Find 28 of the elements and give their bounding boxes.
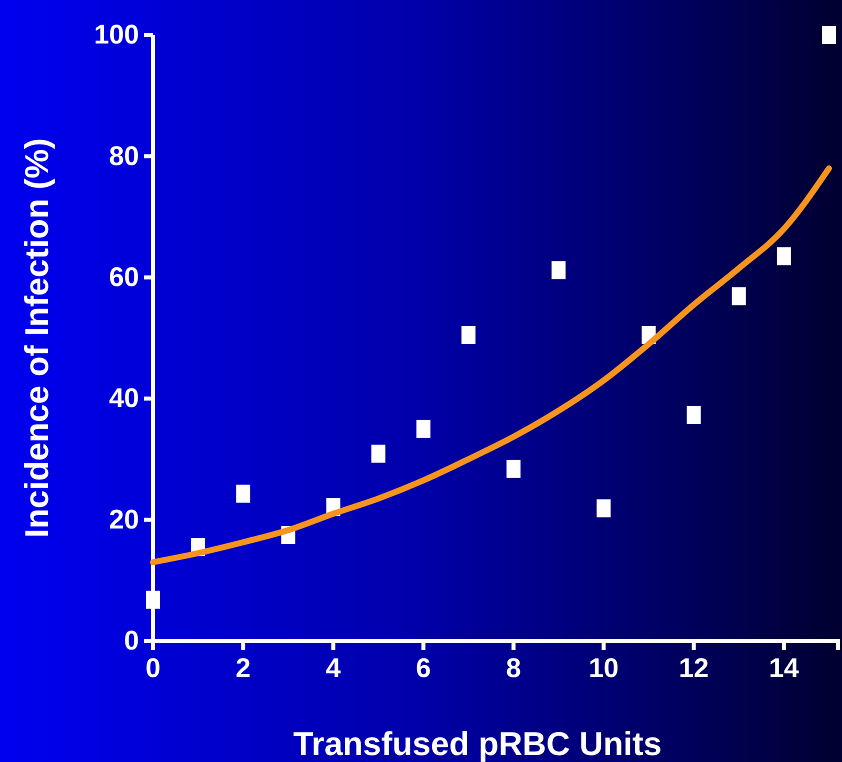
y-tick-label: 60 — [108, 262, 139, 292]
x-tick-label: 2 — [236, 653, 251, 684]
y-axis-title: Incidence of Infection (%) — [18, 138, 55, 538]
x-tick-label: 14 — [768, 653, 799, 684]
x-tick-label: 6 — [416, 653, 431, 684]
point — [552, 261, 566, 280]
x-tick-label: 8 — [506, 653, 522, 684]
x-tick-label: 4 — [326, 653, 341, 684]
x-tick-label: 10 — [588, 653, 619, 684]
point — [596, 499, 611, 518]
point — [416, 420, 430, 438]
x-tick-label: 0 — [145, 653, 161, 684]
point — [732, 287, 746, 306]
point — [822, 26, 836, 44]
point — [776, 247, 791, 266]
x-axis-title: Transfused pRBC Units — [293, 725, 662, 762]
y-tick-label: 40 — [108, 383, 139, 414]
point — [461, 326, 476, 344]
point — [146, 590, 160, 609]
x-tick-label: 12 — [678, 653, 709, 684]
y-tick-label: 100 — [94, 20, 139, 50]
y-tick-label: 0 — [124, 626, 139, 656]
point — [506, 460, 521, 478]
y-tick-label: 80 — [108, 140, 139, 171]
y-tick-label: 20 — [108, 504, 139, 534]
point — [686, 406, 701, 424]
point — [371, 444, 386, 463]
point — [236, 484, 250, 503]
